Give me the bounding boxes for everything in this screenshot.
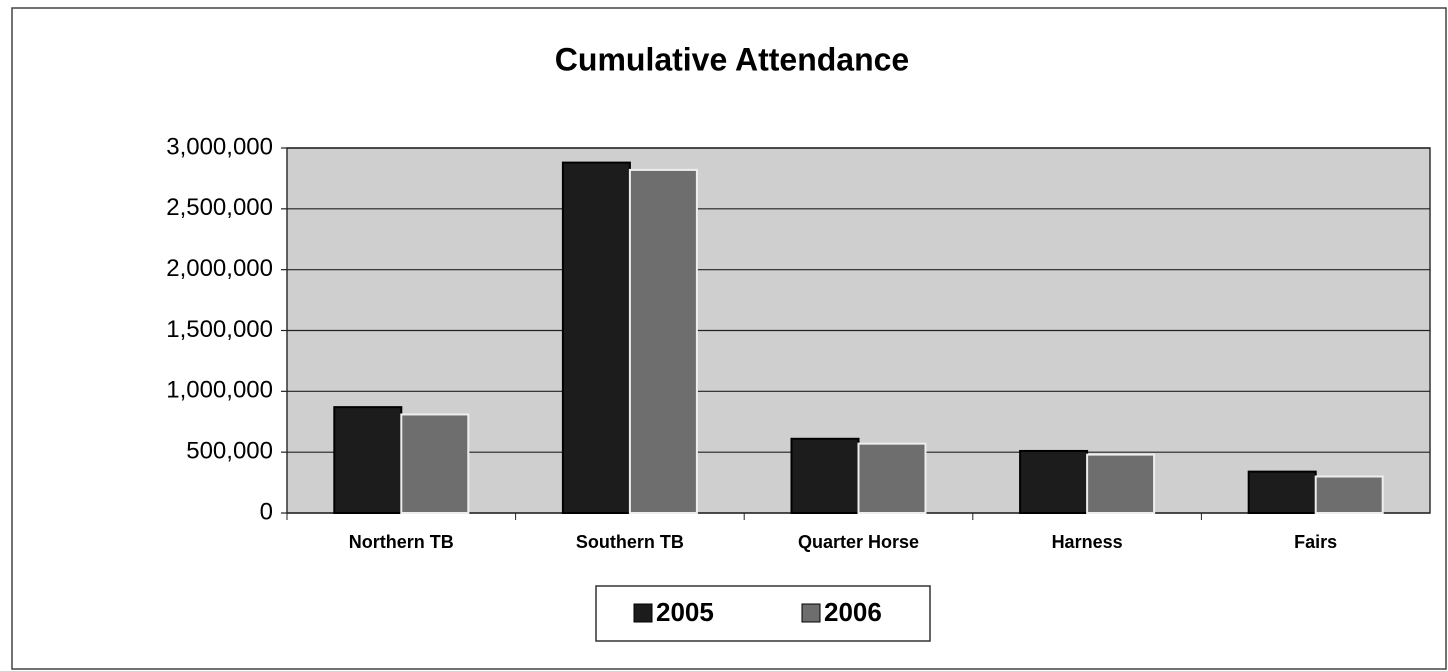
- x-tick-label: Harness: [1052, 532, 1123, 552]
- legend-label: 2006: [824, 597, 882, 627]
- bar: [561, 161, 631, 514]
- bar: [1247, 470, 1317, 514]
- bar: [628, 168, 698, 514]
- bar: [790, 437, 860, 514]
- y-tick-label: 1,500,000: [166, 316, 273, 343]
- y-tick-label: 3,000,000: [166, 133, 273, 160]
- x-tick-label: Quarter Horse: [798, 532, 919, 552]
- y-tick-label: 500,000: [186, 438, 273, 465]
- bar: [333, 406, 403, 514]
- x-tick-label: Fairs: [1294, 532, 1337, 552]
- bar: [1086, 453, 1156, 515]
- legend-swatch: [633, 603, 653, 623]
- y-tick-label: 1,000,000: [166, 377, 273, 404]
- y-tick-label: 0: [260, 498, 273, 525]
- y-tick-label: 2,500,000: [166, 194, 273, 221]
- bar: [1314, 475, 1384, 514]
- x-tick-label: Northern TB: [349, 532, 454, 552]
- bar: [1019, 449, 1089, 515]
- chart-title: Cumulative Attendance: [555, 41, 909, 77]
- y-tick-label: 2,000,000: [166, 255, 273, 282]
- x-tick-label: Southern TB: [576, 532, 684, 552]
- legend-swatch: [801, 603, 821, 623]
- bar: [857, 442, 927, 514]
- legend-label: 2005: [656, 597, 714, 627]
- bar: [400, 413, 470, 515]
